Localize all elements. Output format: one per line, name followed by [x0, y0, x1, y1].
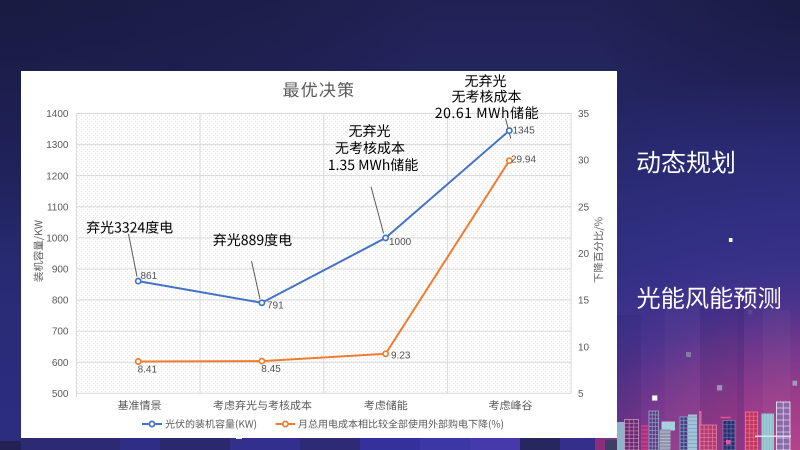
svg-text:1000: 1000: [46, 233, 69, 244]
svg-text:15: 15: [578, 296, 590, 307]
svg-text:600: 600: [52, 358, 69, 369]
svg-text:700: 700: [52, 327, 69, 338]
svg-text:1345: 1345: [513, 126, 536, 137]
svg-text:10: 10: [578, 342, 590, 353]
svg-text:1400: 1400: [46, 109, 69, 120]
svg-text:25: 25: [578, 202, 590, 213]
svg-text:900: 900: [52, 265, 69, 276]
svg-text:8.45: 8.45: [261, 364, 281, 375]
svg-text:9.23: 9.23: [391, 351, 411, 362]
svg-text:30: 30: [578, 156, 590, 167]
svg-text:500: 500: [52, 389, 69, 400]
svg-text:1100: 1100: [47, 202, 69, 213]
svg-text:8.41: 8.41: [138, 365, 158, 376]
svg-text:1300: 1300: [46, 140, 69, 151]
svg-text:800: 800: [52, 296, 69, 307]
svg-text:20: 20: [578, 249, 590, 260]
svg-text:791: 791: [267, 301, 284, 312]
svg-text:29.94: 29.94: [511, 155, 536, 166]
svg-text:1200: 1200: [46, 171, 69, 182]
svg-text:5: 5: [578, 389, 584, 400]
svg-text:861: 861: [141, 271, 158, 282]
svg-text:1000: 1000: [389, 237, 412, 248]
svg-text:35: 35: [578, 109, 590, 120]
